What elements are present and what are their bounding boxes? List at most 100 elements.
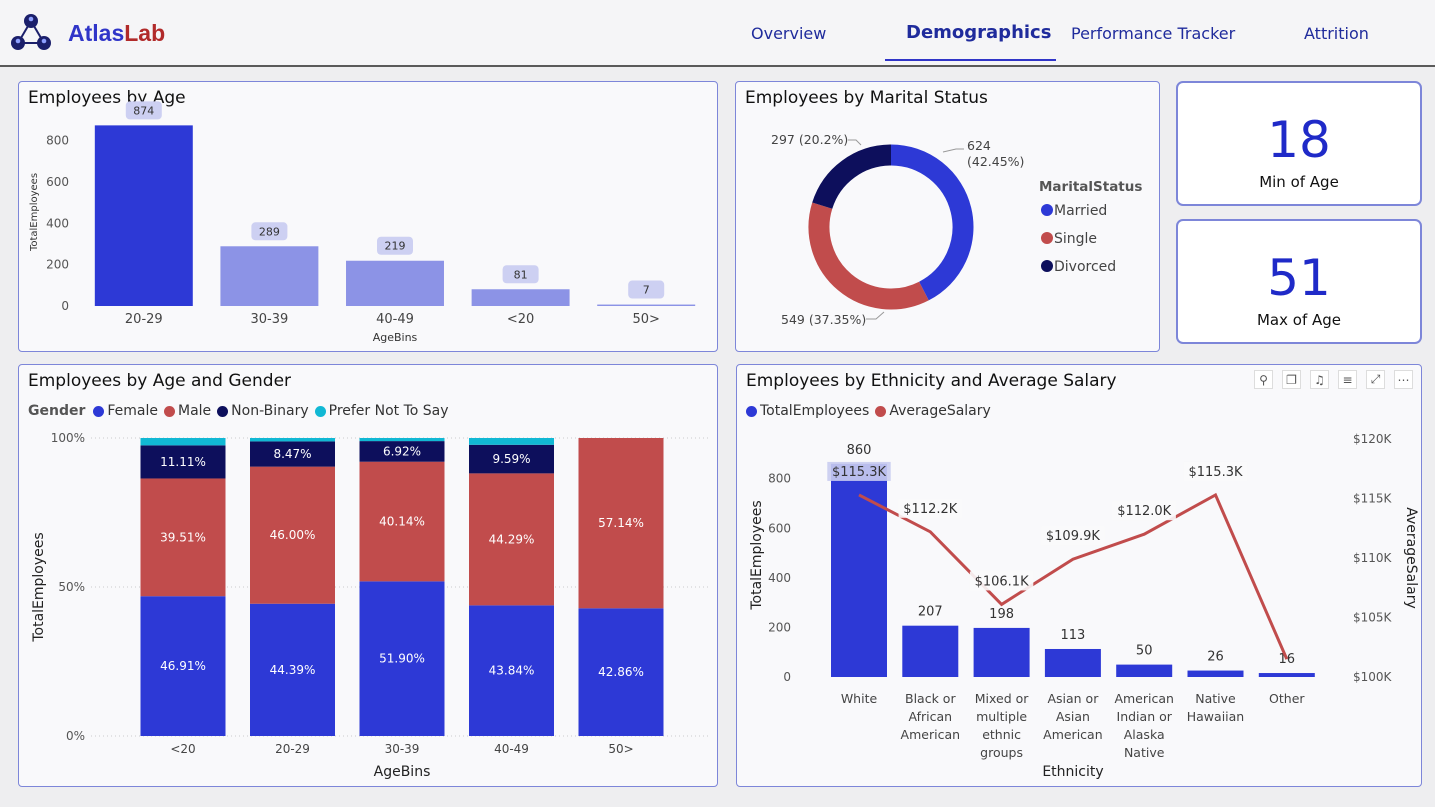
card-title: Employees by Age and Gender [28,371,292,391]
stacked-segment-male [140,478,226,597]
employees-by-age-card[interactable]: Employees by Age 800 600 400 200 0 TotalEmplo… [18,81,718,352]
leader-line [942,148,964,153]
segment-label: 6.92% [383,444,421,458]
max-age-card[interactable]: 51 Max of Age [1176,219,1422,344]
segment-label: 44.39% [270,663,316,677]
line-label-bg [898,498,962,518]
x-tick-label: Other [1269,691,1305,706]
legend-item-prefer-not[interactable]: Prefer Not To Say [314,403,449,419]
x-tick-label: 30-39 [385,742,420,756]
stacked-segment-female [469,605,554,736]
min-age-value: 18 [1267,111,1331,169]
data-label: 289 [259,225,280,238]
data-label-bg [628,280,665,299]
y-axis-label: TotalEmployees [29,173,40,252]
x-axis-label: Ethnicity [1042,764,1103,780]
x-tick-label: 50> [632,312,659,327]
x-tick-label: Native [1124,745,1165,760]
segment-label: 39.51% [160,530,206,544]
age-bar [94,125,193,306]
legend-item-female[interactable]: Female [93,403,158,419]
legend-dot-icon [1041,260,1053,272]
x-tick-label: Indian or [1117,709,1173,724]
legend-item-average-salary[interactable]: AverageSalary [875,403,991,419]
tab-attrition[interactable]: Attrition [1304,24,1369,43]
stacked-segment-male [359,461,445,582]
segment-label: 42.86% [598,665,644,679]
brand-name: AtlasLab [68,20,165,47]
pin-icon[interactable]: ⚲ [1254,370,1273,389]
max-age-label: Max of Age [1256,311,1342,329]
data-label: 219 [385,240,406,253]
x-tick-label: Mixed or [975,691,1030,706]
x-tick-label: groups [980,745,1023,760]
max-age-value: 51 [1267,249,1331,307]
x-tick-label: <20 [170,742,195,756]
data-label-bg [125,101,162,120]
legend-item-male[interactable]: Male [164,403,211,419]
prefer-not-dot-icon [314,405,326,417]
y-tick-label: 600 [768,521,791,535]
line-data-label: $115.3K [1188,465,1242,480]
age-bar-chart: 800 600 400 200 0 TotalEmployees AgeBins 874 20-… [29,101,696,344]
legend-item-total-employees[interactable]: TotalEmployees [746,403,869,419]
tab-performance-tracker[interactable]: Performance Tracker [1071,24,1236,43]
active-tab-underline [885,59,1056,61]
x-tick-label: Hawaiian [1187,709,1244,724]
min-age-card[interactable]: 18 Min of Age [1176,81,1422,206]
age-bar [471,289,570,306]
y2-tick-label: $120K [1353,432,1393,446]
bar-data-label: 50 [1136,644,1153,659]
stacked-segment-male [250,466,335,604]
x-tick-label: Alaska [1124,727,1165,742]
filter-icon[interactable]: ≡ [1338,370,1357,389]
x-tick-label: Black or [905,691,956,706]
y-axis-label: TotalEmployees [31,532,47,642]
stacked-segment-non-binary [469,444,554,474]
line-data-label: $106.1K [975,574,1029,589]
total-employees-dot-icon [746,405,757,417]
segment-label: 44.29% [489,532,535,546]
x-tick-label: American [1043,727,1103,742]
x-tick-label: <20 [507,312,534,327]
segment-label: 40.14% [379,515,425,529]
ethnicity-bar [973,627,1030,677]
y-tick-label: 400 [768,571,791,585]
focus-mode-icon[interactable]: ⤢ [1366,370,1385,389]
segment-label: 43.84% [489,664,535,678]
data-label-bg [251,222,288,241]
copy-icon[interactable]: ❐ [1282,370,1301,389]
marital-status-card[interactable]: Employees by Marital Status 624 (42.45%) 5… [735,81,1160,352]
tab-demographics[interactable]: Demographics [906,22,1052,43]
ethnicity-bar [1044,648,1101,677]
ethnicity-legend: TotalEmployees AverageSalary [746,403,997,419]
bar-data-label: 860 [847,443,872,458]
line-data-label: $109.9K [1046,529,1100,544]
y2-tick-label: $110K [1353,551,1393,565]
leader-line [848,139,862,146]
line-data-label: $115.3K [832,465,886,480]
legend-item-nonbinary[interactable]: Non-Binary [217,403,309,419]
stacked-segment-male [578,438,664,609]
tab-overview[interactable]: Overview [751,24,827,43]
legend-label: Prefer Not To Say [328,403,449,419]
segment-label: 46.00% [270,528,316,542]
ethnicity-salary-card[interactable]: Employees by Ethnicity and Average Salar… [736,364,1422,787]
age-bar [220,246,319,306]
min-age-label: Min of Age [1259,173,1339,191]
bar-data-label: 198 [989,607,1014,622]
ethnicity-bar [1116,664,1173,677]
stacked-segment-male [469,473,554,606]
male-dot-icon [164,405,175,417]
x-tick-label: Native [1195,691,1236,706]
alert-bell-icon[interactable]: ♫ [1310,370,1329,389]
marital-donut-chart: 624(42.45%) 549 (37.35%) 297 (20.2%) Marita… [771,132,1142,327]
x-tick-label: 30-39 [251,312,289,327]
card-title: Employees by Marital Status [745,88,988,108]
brand-part1: Atlas [68,20,125,46]
legend-label: AverageSalary [889,403,991,419]
x-axis-label: AgeBins [374,764,431,780]
more-options-icon[interactable]: ⋯ [1394,370,1413,389]
gender-legend: Gender Female Male Non-Binary Prefer Not… [28,403,455,419]
age-gender-card[interactable]: Employees by Age and Gender Gender Femal… [18,364,718,787]
